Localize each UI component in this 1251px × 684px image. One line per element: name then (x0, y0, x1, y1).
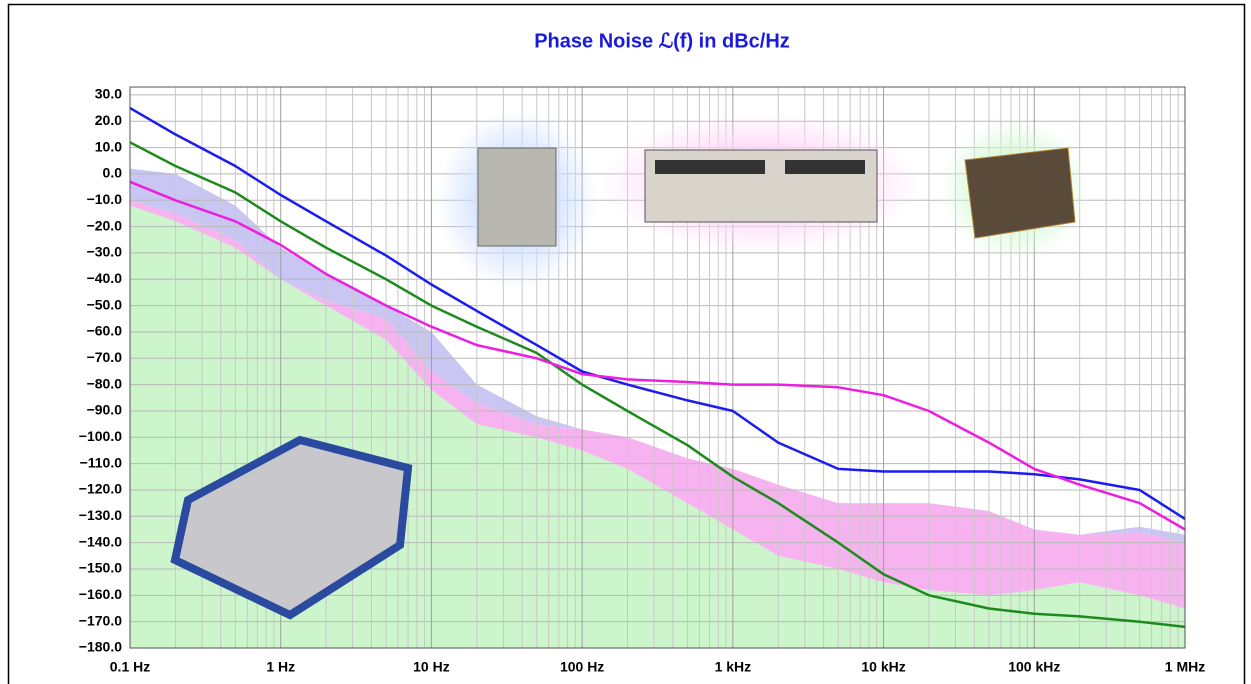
y-tick-label: 0.0 (103, 165, 123, 181)
y-tick-label: −20.0 (87, 217, 123, 233)
x-tick-label: 1 kHz (715, 659, 752, 675)
y-tick-label: −100.0 (79, 428, 122, 444)
x-tick-label: 10 kHz (861, 659, 905, 675)
y-tick-label: −140.0 (79, 533, 122, 549)
y-tick-label: −30.0 (87, 244, 123, 260)
y-tick-label: −70.0 (87, 349, 123, 365)
photos (170, 110, 1090, 620)
series-line (129, 141, 1186, 629)
area (130, 200, 1185, 609)
y-tick-label: −170.0 (79, 612, 122, 628)
y-tick-label: 20.0 (95, 112, 122, 128)
y-tick-label: −150.0 (79, 560, 122, 576)
x-tick-label: 100 kHz (1008, 659, 1060, 675)
y-tick-label: −10.0 (87, 191, 123, 207)
x-tick-label: 1 Hz (266, 659, 295, 675)
photo-display (785, 160, 865, 174)
y-tick-label: −50.0 (87, 296, 123, 312)
y-tick-label: −120.0 (79, 481, 122, 497)
y-tick-label: −90.0 (87, 402, 123, 418)
y-tick-label: −80.0 (87, 375, 123, 391)
y-tick-label: −110.0 (80, 454, 123, 470)
x-tick-label: 0.1 Hz (110, 659, 150, 675)
y-tick-label: −130.0 (79, 507, 122, 523)
series-line (129, 180, 1186, 531)
y-tick-label: 30.0 (95, 86, 122, 102)
y-tick-label: −60.0 (87, 323, 123, 339)
photo-module (477, 147, 557, 247)
y-tick-label: −160.0 (79, 586, 122, 602)
y-tick-label: 10.0 (95, 138, 122, 154)
y-tick-label: −40.0 (87, 270, 123, 286)
photo-analyzer (170, 435, 413, 620)
x-tick-label: 1 MHz (1165, 659, 1205, 675)
chart-title: Phase Noise ℒ(f) in dBc/Hz (534, 30, 790, 52)
x-tick-label: 100 Hz (560, 659, 604, 675)
y-tick-label: −180.0 (79, 639, 122, 655)
x-tick-label: 10 Hz (413, 659, 450, 675)
plot-border (129, 86, 1186, 649)
photo-display (655, 160, 765, 174)
series-line (129, 107, 1186, 520)
photo-oscillator (964, 147, 1076, 239)
